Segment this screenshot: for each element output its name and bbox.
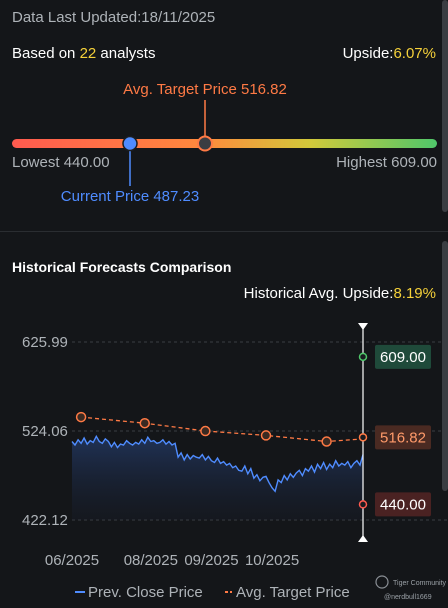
highest-label: Highest 609.00 xyxy=(336,154,437,171)
watermark-brand: Tiger Community xyxy=(393,580,447,587)
avg-target-line xyxy=(81,416,364,443)
historical-title: Historical Forecasts Comparison xyxy=(12,259,232,275)
close-price-line xyxy=(71,434,364,493)
price-range-gauge: Avg. Target Price 516.82 Lowest 440.00 H… xyxy=(12,81,437,205)
tiger-logo-icon xyxy=(375,575,389,589)
analyst-count: 22 xyxy=(79,45,97,62)
based-suffix: analysts xyxy=(96,45,156,62)
y-axis-labels: 625.99 524.06 422.12 xyxy=(22,334,68,529)
y-tick-label: 422.12 xyxy=(22,512,68,529)
based-prefix: Based on xyxy=(12,45,80,62)
avg-target-marker xyxy=(197,135,213,152)
value-badge xyxy=(375,492,431,517)
cursor-top-arrow xyxy=(358,323,368,330)
right-value-labels: 609.00 516.82 440.00 xyxy=(358,344,431,517)
scrollbar-top[interactable] xyxy=(442,0,448,212)
legend-close-label: Prev. Close Price xyxy=(88,584,203,601)
avg-target-point xyxy=(139,417,150,429)
avg-target-point xyxy=(321,436,332,447)
legend-target-label: Avg. Target Price xyxy=(236,584,350,601)
value-badge xyxy=(375,425,431,450)
series-end-dot xyxy=(358,352,368,362)
value-badge-text: 516.82 xyxy=(380,429,426,446)
current-price-marker xyxy=(122,135,138,152)
avg-target-point xyxy=(75,411,87,423)
historical-upside-label: Historical Avg. Upside: xyxy=(243,285,394,302)
last-updated: Data Last Updated:18/11/2025 xyxy=(12,9,215,26)
avg-target-point xyxy=(200,425,211,437)
avg-target-points xyxy=(75,411,332,447)
watermark-handle: @nerdbull1669 xyxy=(384,594,432,601)
y-tick-label: 524.06 xyxy=(22,423,68,440)
scrollbar-bottom[interactable] xyxy=(442,241,448,491)
section-divider xyxy=(0,231,448,232)
avg-target-label: Avg. Target Price 516.82 xyxy=(123,81,287,98)
last-updated-label: Data Last Updated: xyxy=(12,9,142,26)
x-tick-label: 06/2025 xyxy=(45,552,99,569)
value-badge-text: 609.00 xyxy=(380,349,426,366)
historical-chart: 625.99 524.06 422.12 609.00 516.82 440.00 06… xyxy=(22,323,448,601)
analyst-summary: Based on 22 analysts xyxy=(12,45,155,62)
current-price-label: Current Price 487.23 xyxy=(61,188,199,205)
upside-label: Upside: xyxy=(342,45,394,62)
value-badge-text: 440.00 xyxy=(380,496,426,513)
close-price-area xyxy=(72,436,363,520)
cursor-bottom-arrow xyxy=(358,535,368,542)
series-end-dot xyxy=(358,500,368,509)
value-badge xyxy=(375,344,431,369)
x-tick-label: 09/2025 xyxy=(184,552,238,569)
y-tick-label: 625.99 xyxy=(22,334,68,351)
last-updated-date: 18/11/2025 xyxy=(141,9,216,26)
historical-upside: Historical Avg. Upside:8.19% xyxy=(244,285,436,302)
x-tick-label: 08/2025 xyxy=(124,552,178,569)
avg-target-point xyxy=(260,430,272,441)
x-axis-labels: 06/2025 08/2025 09/2025 10/2025 xyxy=(45,552,299,569)
upside-value: 6.07% xyxy=(393,45,436,62)
series-end-dot xyxy=(358,433,368,442)
lowest-label: Lowest 440.00 xyxy=(12,154,110,171)
x-tick-label: 10/2025 xyxy=(245,552,299,569)
upside-summary: Upside:6.07% xyxy=(343,45,436,62)
historical-upside-value: 8.19% xyxy=(393,285,436,302)
gauge-bar xyxy=(12,139,437,148)
